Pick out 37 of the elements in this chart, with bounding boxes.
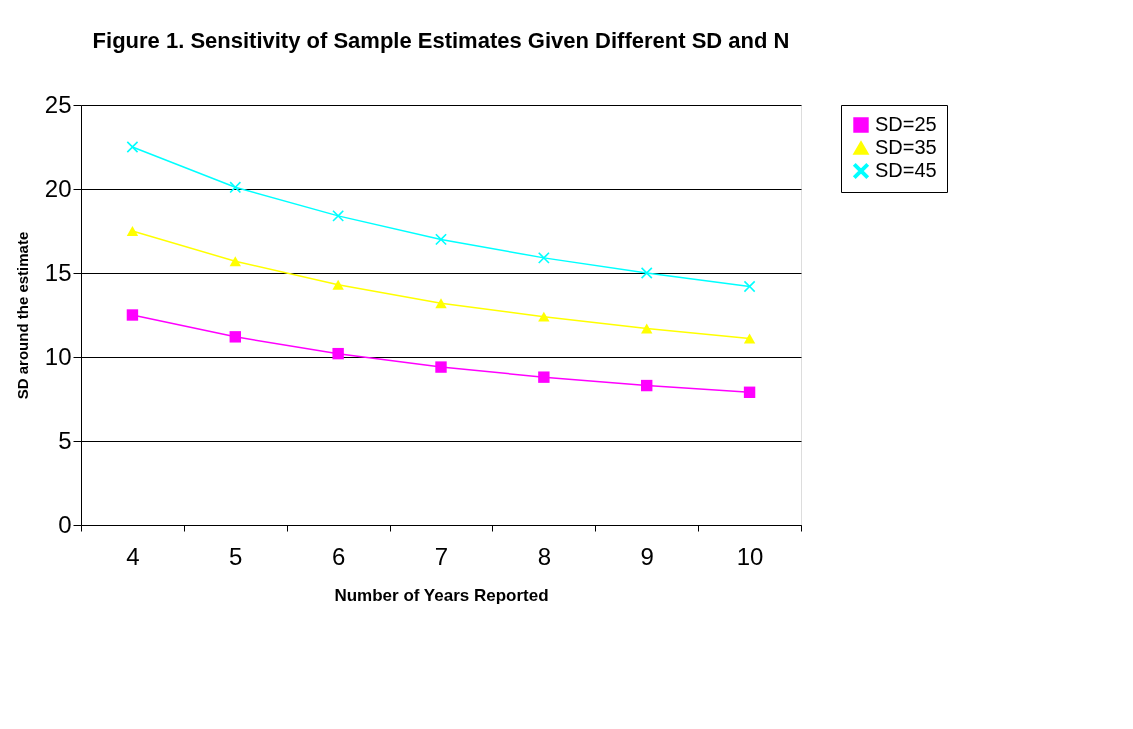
- point: [332, 279, 344, 290]
- y-tick-label: 10: [44, 342, 72, 370]
- point: [538, 252, 550, 264]
- point: [435, 361, 447, 373]
- point: [126, 309, 139, 321]
- chart-title: Figure 1. Sensitivity of Sample Estimates Given Different SD and N: [92, 28, 790, 53]
- point: [538, 311, 550, 322]
- x-tick-label: 5: [229, 542, 243, 570]
- x-tick-label: 9: [640, 542, 654, 570]
- point: [641, 379, 653, 392]
- point: [743, 386, 756, 398]
- legend-label: SD=45: [875, 159, 937, 181]
- x-tick-label: 7: [434, 542, 449, 570]
- point: [332, 347, 344, 360]
- point: [332, 210, 344, 222]
- y-axis-title: SD around the estimate: [13, 231, 31, 400]
- point: [538, 371, 550, 383]
- y-tick-label: 5: [58, 426, 72, 454]
- point: [229, 256, 241, 267]
- y-tick-label: 0: [58, 510, 72, 538]
- point: [641, 323, 653, 334]
- x-axis-title: Number of Years Reported: [334, 585, 549, 605]
- point: [229, 181, 241, 194]
- point: [435, 298, 447, 309]
- x-tick-label: 4: [126, 542, 140, 570]
- legend-label: SD=35: [875, 136, 937, 158]
- x-tick-label: 6: [331, 542, 346, 570]
- point: [743, 333, 756, 344]
- y-tick-label: 25: [44, 90, 72, 118]
- x-tick-label: 10: [736, 542, 764, 570]
- legend-label: SD=25: [875, 113, 937, 135]
- y-tick-label: 20: [44, 174, 72, 202]
- point: [229, 331, 241, 343]
- y-tick-label: 15: [44, 258, 72, 286]
- x-tick-label: 8: [537, 542, 552, 570]
- point: [743, 280, 756, 293]
- point: [126, 226, 139, 236]
